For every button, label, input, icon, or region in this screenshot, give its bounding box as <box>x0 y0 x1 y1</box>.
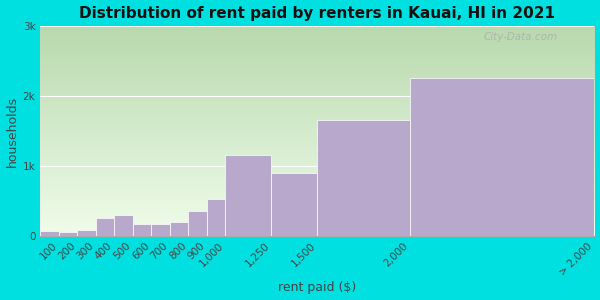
Bar <box>410 78 595 236</box>
Bar <box>271 173 317 236</box>
X-axis label: rent paid ($): rent paid ($) <box>278 281 356 294</box>
Title: Distribution of rent paid by renters in Kauai, HI in 2021: Distribution of rent paid by renters in … <box>79 6 556 21</box>
Bar <box>59 232 77 236</box>
Y-axis label: households: households <box>5 95 19 166</box>
Bar <box>151 224 170 236</box>
Bar <box>133 224 151 236</box>
Bar <box>40 231 59 236</box>
Bar <box>206 199 225 236</box>
Bar <box>317 120 410 236</box>
Bar <box>225 155 271 236</box>
Bar <box>114 214 133 236</box>
Bar <box>170 222 188 236</box>
Text: City-Data.com: City-Data.com <box>484 32 558 42</box>
Bar <box>77 230 96 236</box>
Bar <box>96 218 114 236</box>
Bar <box>188 211 206 236</box>
